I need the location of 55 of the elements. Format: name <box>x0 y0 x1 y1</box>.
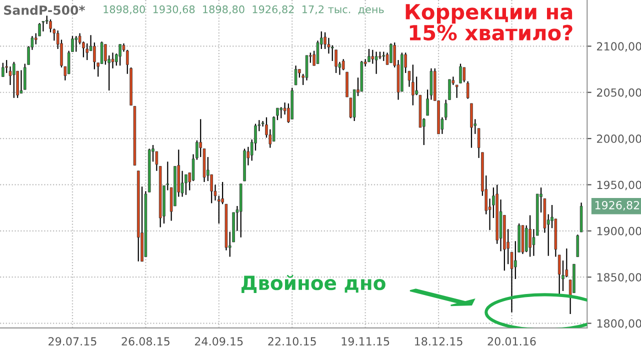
candlestick <box>374 51 378 74</box>
candlestick <box>74 35 78 52</box>
candlestick <box>448 78 451 100</box>
y-tick-label: 1950,00 <box>597 180 641 190</box>
candlestick <box>280 106 283 119</box>
candlestick <box>316 40 320 64</box>
candlestick <box>118 44 122 66</box>
candlestick <box>305 54 308 81</box>
candlestick <box>455 84 458 98</box>
candlestick <box>371 49 374 64</box>
x-tick-label: 20.01.16 <box>488 337 536 346</box>
chart-title: SandP-500* <box>4 5 85 15</box>
annotation: Двойное дно <box>242 275 386 293</box>
x-tick-label: 18.12.15 <box>415 337 462 346</box>
candlestick <box>2 62 4 78</box>
candlestick <box>466 80 470 100</box>
x-tick-label: 24.09.15 <box>194 337 243 346</box>
candlestick <box>342 58 345 71</box>
y-tick-label: 1900,00 <box>597 226 641 236</box>
chart-subtitle: 1898,80 1930,68 1898,80 1926,82 17,2 тыс. день <box>104 5 384 15</box>
candlestick <box>368 48 370 62</box>
candlestick <box>412 64 414 106</box>
candlestick <box>528 214 532 258</box>
candlestick <box>576 234 580 258</box>
candlestick <box>199 118 202 158</box>
candlestick <box>86 42 89 61</box>
candlestick <box>100 41 104 64</box>
x-tick-label: 26.08.15 <box>122 337 170 346</box>
x-tick-label: 19.11.15 <box>342 337 390 346</box>
y-tick-label: 2000,00 <box>597 134 641 144</box>
candlestick <box>12 61 16 98</box>
annotation: Коррекции на 15% хватило? <box>406 4 572 41</box>
candlestick <box>71 35 74 52</box>
text: 1926,82 <box>595 200 640 211</box>
candlestick <box>444 99 448 121</box>
candlestick <box>462 66 466 83</box>
candlestick <box>390 42 392 64</box>
candlestick <box>415 76 418 96</box>
y-tick-label: 1850,00 <box>597 273 641 283</box>
x-tick-label: 22.10.15 <box>268 337 316 346</box>
y-tick-label: 2100,00 <box>597 42 641 52</box>
candlestick <box>294 65 298 86</box>
candlestick <box>324 32 326 50</box>
candlestick <box>334 49 338 74</box>
y-tick-label: 1800,00 <box>597 319 641 329</box>
candlestick <box>111 52 114 69</box>
candlestick <box>382 51 386 62</box>
x-tick-label: 29.07.15 <box>48 337 96 346</box>
candlestick <box>93 42 96 70</box>
y-tick-label: 2050,00 <box>597 88 641 98</box>
candlestick <box>510 252 514 313</box>
candlestick <box>20 70 23 94</box>
candlestick <box>184 174 188 196</box>
candlestick <box>8 66 12 86</box>
candlestick <box>459 63 462 84</box>
